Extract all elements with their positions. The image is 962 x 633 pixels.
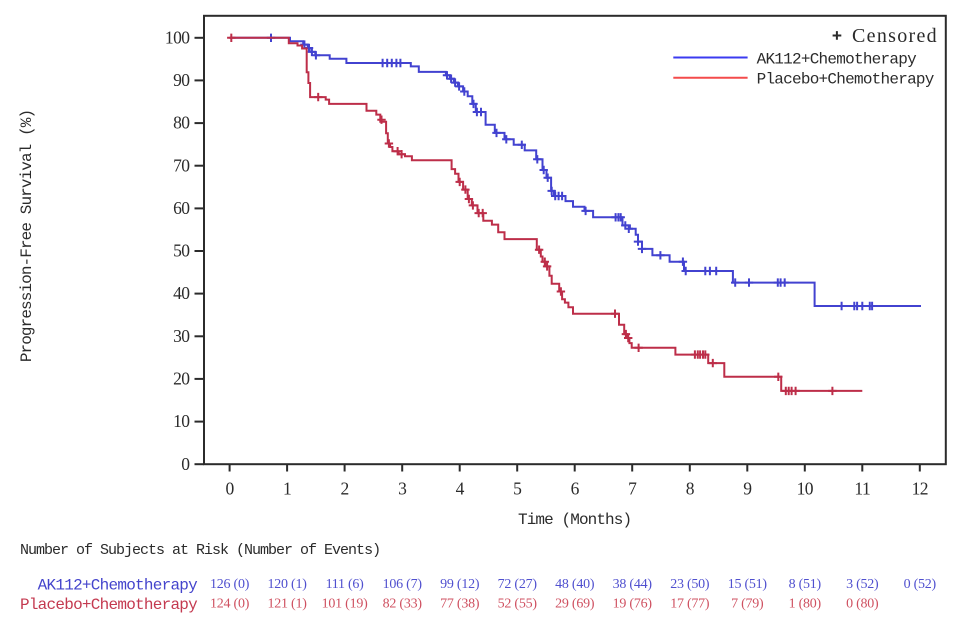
svg-text:121 (1): 121 (1) (268, 597, 308, 612)
svg-text:77 (38): 77 (38) (440, 597, 480, 612)
svg-text:38 (44): 38 (44) (613, 577, 653, 592)
svg-text:10: 10 (173, 411, 190, 431)
svg-text:70: 70 (173, 155, 190, 175)
svg-text:124 (0): 124 (0) (210, 597, 250, 612)
svg-text:101 (19): 101 (19) (322, 597, 368, 612)
svg-text:7 (79): 7 (79) (731, 597, 764, 612)
svg-text:Censored: Censored (852, 25, 938, 47)
svg-text:120 (1): 120 (1) (268, 577, 308, 592)
svg-text:17 (77): 17 (77) (670, 597, 710, 612)
svg-text:106 (7): 106 (7) (383, 577, 423, 592)
svg-text:0 (52): 0 (52) (904, 577, 937, 592)
svg-text:80: 80 (173, 113, 190, 133)
svg-text:6: 6 (571, 479, 580, 499)
svg-text:AK112+Chemotherapy: AK112+Chemotherapy (757, 51, 917, 69)
svg-text:Placebo+Chemotherapy: Placebo+Chemotherapy (20, 596, 198, 614)
svg-text:0: 0 (181, 454, 190, 474)
svg-text:19 (76): 19 (76) (613, 597, 653, 612)
svg-text:Time (Months): Time (Months) (518, 511, 631, 529)
svg-text:15 (51): 15 (51) (728, 577, 768, 592)
svg-text:0 (80): 0 (80) (846, 597, 879, 612)
svg-text:2: 2 (340, 479, 348, 499)
svg-text:Number of Subjects at Risk (Nu: Number of Subjects at Risk (Number of Ev… (20, 542, 380, 559)
svg-text:23 (50): 23 (50) (670, 577, 710, 592)
svg-text:100: 100 (165, 27, 190, 47)
svg-text:3 (52): 3 (52) (846, 577, 879, 592)
svg-text:99 (12): 99 (12) (440, 577, 480, 592)
svg-text:126 (0): 126 (0) (210, 577, 250, 592)
svg-text:1 (80): 1 (80) (789, 597, 822, 612)
svg-text:5: 5 (513, 479, 522, 499)
svg-text:Progression-Free Survival (%): Progression-Free Survival (%) (18, 110, 36, 362)
svg-text:90: 90 (173, 70, 190, 90)
svg-text:60: 60 (173, 198, 190, 218)
svg-text:72 (27): 72 (27) (498, 577, 538, 592)
svg-text:1: 1 (283, 479, 291, 499)
svg-text:20: 20 (173, 369, 190, 389)
svg-text:10: 10 (797, 479, 814, 499)
svg-text:3: 3 (398, 479, 407, 499)
svg-text:111 (6): 111 (6) (326, 577, 365, 592)
svg-text:8 (51): 8 (51) (789, 577, 822, 592)
svg-text:52 (55): 52 (55) (498, 597, 538, 612)
svg-text:40: 40 (173, 283, 190, 303)
svg-text:8: 8 (686, 479, 695, 499)
svg-text:AK112+Chemotherapy: AK112+Chemotherapy (38, 576, 198, 594)
svg-text:4: 4 (456, 479, 465, 499)
svg-text:Placebo+Chemotherapy: Placebo+Chemotherapy (757, 70, 935, 88)
svg-text:7: 7 (628, 479, 637, 499)
svg-text:0: 0 (225, 479, 234, 499)
svg-text:12: 12 (912, 479, 928, 499)
svg-text:11: 11 (854, 479, 870, 499)
svg-text:9: 9 (743, 479, 752, 499)
svg-text:50: 50 (173, 241, 190, 261)
svg-text:29 (69): 29 (69) (555, 597, 595, 612)
svg-text:82 (33): 82 (33) (383, 597, 423, 612)
svg-text:48 (40): 48 (40) (555, 577, 595, 592)
svg-text:30: 30 (173, 326, 190, 346)
